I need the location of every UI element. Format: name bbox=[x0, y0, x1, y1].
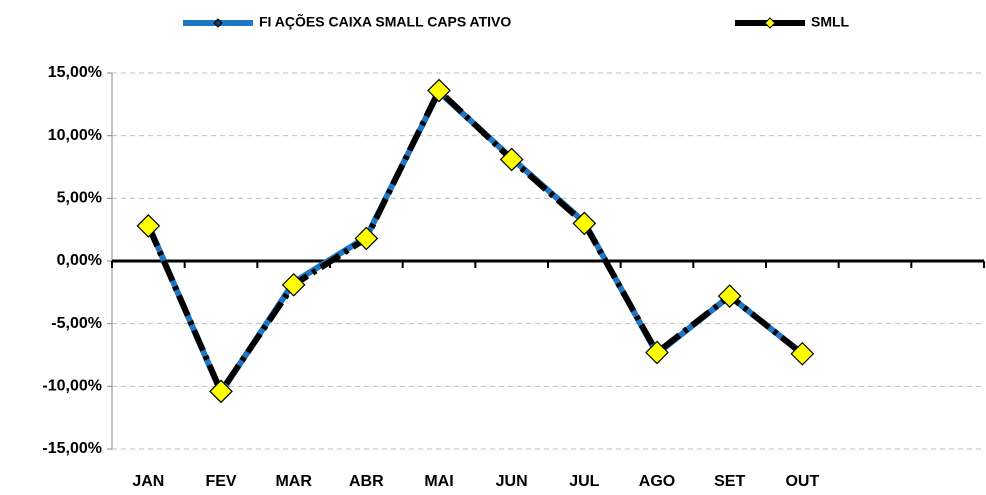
legend-label: FI AÇÕES CAIXA SMALL CAPS ATIVO bbox=[259, 13, 511, 30]
series-line bbox=[145, 87, 805, 395]
marker bbox=[645, 340, 669, 365]
series-line bbox=[145, 88, 805, 396]
x-tick-label: MAI bbox=[424, 473, 453, 490]
marker bbox=[790, 341, 815, 366]
legend-label: SMLL bbox=[811, 14, 850, 30]
legend: FI AÇÕES CAIXA SMALL CAPS ATIVO SMLL bbox=[183, 13, 850, 30]
y-tick-label: 5,00% bbox=[57, 190, 102, 207]
y-tick-label: 10,00% bbox=[48, 127, 102, 144]
legend-marker bbox=[764, 17, 776, 29]
x-tick-label: JUN bbox=[496, 473, 528, 490]
x-tick-label: JUL bbox=[569, 473, 599, 490]
marker bbox=[209, 379, 233, 404]
marker bbox=[717, 284, 742, 308]
x-tick-label: FEV bbox=[205, 473, 236, 490]
y-tick-label: 0,00% bbox=[57, 252, 102, 269]
x-tick-label: ABR bbox=[349, 473, 384, 490]
x-tick-label: JAN bbox=[132, 473, 164, 490]
marker bbox=[354, 226, 379, 251]
marker bbox=[499, 147, 524, 172]
marker bbox=[572, 211, 597, 236]
legend-marker bbox=[213, 18, 223, 28]
y-tick-label: 15,00% bbox=[48, 64, 102, 81]
y-tick-label: -15,00% bbox=[42, 440, 102, 457]
y-tick-label: -10,00% bbox=[42, 378, 102, 395]
x-tick-label: SET bbox=[714, 473, 745, 490]
x-tick-label: MAR bbox=[275, 473, 312, 490]
marker bbox=[427, 78, 451, 103]
marker bbox=[281, 272, 306, 297]
x-tick-label: AGO bbox=[639, 473, 675, 490]
y-tick-label: -5,00% bbox=[51, 315, 102, 332]
marker bbox=[136, 214, 161, 238]
x-tick-label: OUT bbox=[785, 473, 819, 490]
